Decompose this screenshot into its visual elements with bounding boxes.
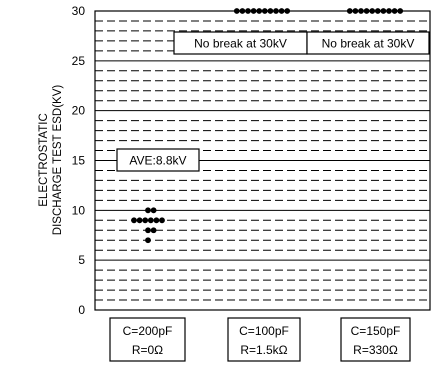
data-point: [397, 8, 404, 14]
y-axis: 0 5 10 15 20 25 30: [72, 4, 86, 317]
data-point: [150, 227, 157, 234]
data-point: [136, 217, 143, 224]
annotation-box: [116, 148, 200, 172]
data-point: [245, 8, 251, 14]
data-point: [386, 8, 392, 14]
category-box: [340, 317, 411, 362]
data-point: [145, 227, 151, 234]
data-point: [358, 8, 364, 14]
category-label: C=100pF: [239, 324, 289, 338]
annotation-text: No break at 30kV: [194, 37, 287, 51]
category-label: C=150pF: [351, 324, 401, 338]
data-point: [145, 207, 151, 214]
data-point: [346, 8, 353, 14]
data-point: [374, 8, 381, 14]
data-point: [250, 8, 257, 14]
y-axis-title: ELECTROSTATIC DISCHARGE TEST ESD(KV): [38, 85, 64, 236]
y-axis-title-line: ELECTROSTATIC: [38, 113, 50, 207]
annotation-text: No break at 30kV: [322, 37, 415, 51]
category-label: C=200pF: [123, 324, 173, 338]
data-point: [150, 207, 157, 214]
data-point: [284, 8, 291, 14]
y-tick-label: 10: [72, 203, 86, 217]
annotation-box: [306, 31, 430, 55]
y-tick-label: 5: [78, 253, 85, 267]
y-axis-label: ELECTROSTATIC DISCHARGE TEST ESD(KV): [38, 85, 64, 236]
y-tick-label: 30: [72, 4, 86, 18]
data-point: [233, 8, 240, 14]
data-point: [273, 8, 279, 14]
data-point: [352, 8, 359, 14]
data-point: [256, 8, 263, 14]
data-point: [380, 8, 387, 14]
data-point: [363, 8, 370, 14]
data-point: [261, 8, 268, 14]
category-label: R=330Ω: [353, 343, 398, 357]
data-point: [147, 217, 154, 224]
data-point: [391, 8, 398, 14]
data-point: [159, 217, 165, 224]
y-tick-label: 0: [78, 303, 85, 317]
annotation-text: AVE:8.8kV: [129, 154, 186, 168]
y-tick-label: 20: [72, 104, 86, 118]
category-box: [109, 317, 186, 362]
data-point: [131, 217, 137, 224]
data-point: [369, 8, 376, 14]
category-labels: C=200pF R=0Ω C=100pF R=1.5kΩ C=150pF R=330Ω: [109, 317, 411, 362]
y-tick-label: 15: [72, 154, 86, 168]
category-label: R=1.5kΩ: [240, 343, 287, 357]
y-tick-label: 25: [72, 54, 86, 68]
category-label: R=0Ω: [132, 343, 163, 357]
data-point: [142, 217, 149, 224]
data-points: [131, 8, 404, 244]
data-point: [153, 217, 160, 224]
annotations: AVE:8.8kV No break at 30kV No break at 30k…: [116, 31, 430, 172]
y-axis-title-line: DISCHARGE TEST ESD(KV): [52, 85, 64, 236]
data-point: [239, 8, 246, 14]
data-point: [145, 237, 151, 244]
category-box: [227, 317, 301, 362]
data-point: [267, 8, 274, 14]
data-point: [278, 8, 285, 14]
